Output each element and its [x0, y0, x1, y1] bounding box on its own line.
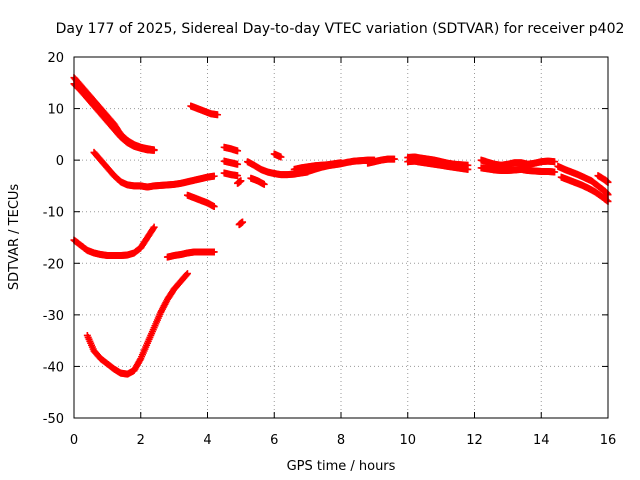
y-tick-label: 20	[47, 51, 64, 66]
data-point	[337, 159, 345, 167]
x-axis-label: GPS time / hours	[287, 459, 396, 474]
series-arc-25	[594, 172, 612, 186]
chart-title: Day 177 of 2025, Sidereal Day-to-day VTE…	[56, 21, 625, 37]
data-point	[210, 172, 218, 180]
series-arc-8	[220, 143, 242, 155]
data-point	[277, 153, 285, 161]
x-tick-label: 10	[399, 433, 416, 448]
series-arc-5	[163, 248, 218, 261]
series-arc-2	[90, 148, 218, 191]
data-point	[210, 203, 218, 211]
series-arc-10	[220, 169, 242, 180]
data-point	[551, 168, 559, 176]
x-tick-label: 6	[270, 433, 278, 448]
y-tick-label: -50	[43, 412, 64, 427]
plot-frame	[73, 56, 609, 419]
series-arc-15	[270, 150, 285, 161]
data-point	[239, 218, 247, 226]
data-points	[70, 74, 612, 378]
data-point	[150, 223, 158, 231]
series-arc-22	[477, 164, 559, 176]
series-arc-23	[554, 162, 612, 199]
data-point	[260, 180, 268, 188]
series-arc-20	[404, 157, 472, 173]
series-arc-18	[364, 155, 398, 167]
data-point	[149, 224, 157, 232]
series-arc-3	[70, 223, 158, 260]
data-point	[210, 248, 218, 256]
grid-lines	[74, 57, 608, 418]
x-tick-label: 8	[337, 433, 345, 448]
data-point	[183, 270, 191, 278]
series-arc-9	[220, 157, 242, 168]
x-tick-label: 0	[70, 433, 78, 448]
data-point	[234, 147, 242, 155]
series-arc-21	[477, 156, 559, 169]
series-arc-1-upper	[70, 74, 158, 154]
data-point	[234, 160, 242, 168]
y-tick-label: 10	[47, 103, 64, 118]
series-arc-14	[247, 174, 268, 188]
series-arc-7	[183, 191, 218, 211]
series-arc-24	[557, 173, 612, 205]
data-point	[214, 111, 222, 119]
series-arc-11	[234, 177, 245, 187]
series-arc-1-lower	[70, 80, 158, 154]
series-arc-12	[235, 218, 247, 229]
data-point	[237, 177, 245, 185]
data-point	[390, 155, 398, 163]
series-arc-4	[83, 270, 191, 378]
data-point	[551, 158, 559, 166]
x-tick-label: 16	[600, 433, 617, 448]
data-point	[183, 271, 191, 279]
axis-ticks: 0 2 4 6 8 10 12 14 16 -50 -40 -30 -20 -10 0 10 20	[43, 51, 617, 448]
data-point	[464, 165, 472, 173]
x-tick-label: 2	[137, 433, 145, 448]
y-tick-label: 0	[56, 154, 64, 169]
x-tick-label: 4	[203, 433, 211, 448]
x-tick-label: 12	[466, 433, 483, 448]
series-arc-6	[187, 102, 222, 119]
y-axis-label: SDTVAR / TECUs	[7, 184, 22, 291]
y-tick-label: -30	[43, 309, 64, 324]
series-arc-17	[290, 159, 345, 173]
x-tick-label: 14	[533, 433, 550, 448]
data-point	[234, 172, 242, 180]
y-tick-label: -10	[43, 206, 64, 221]
data-point	[150, 146, 158, 154]
y-tick-label: -20	[43, 257, 64, 272]
y-tick-label: -40	[43, 360, 64, 375]
